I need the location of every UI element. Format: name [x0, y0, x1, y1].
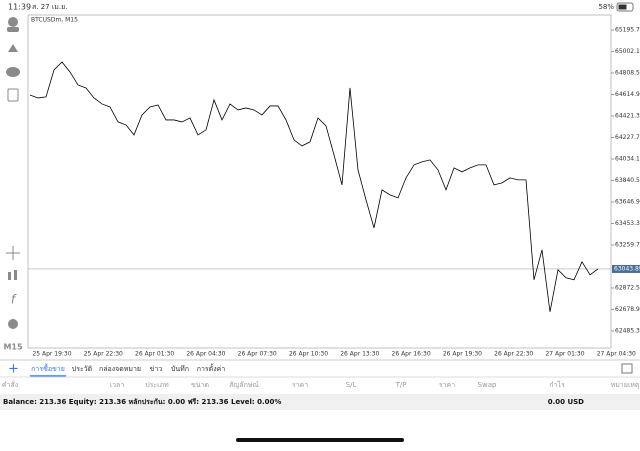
y-tick-label: 63646.90	[615, 198, 640, 205]
current-price-box	[612, 264, 640, 273]
price-line	[29, 61, 599, 312]
chat-icon[interactable]	[6, 67, 20, 77]
crosshair-icon[interactable]	[6, 246, 20, 260]
y-tick-label: 62485.30	[615, 327, 640, 334]
battery-icon	[616, 2, 634, 12]
objects-icon[interactable]	[8, 319, 18, 329]
trade-icon[interactable]	[8, 44, 18, 52]
tab[interactable]: การตั้งค่า	[197, 362, 226, 373]
column-header: ประเภท	[145, 381, 169, 389]
column-header: คำสั่ง	[2, 380, 18, 389]
summary-row	[0, 394, 640, 410]
column-header: S/L	[346, 381, 357, 389]
add-button[interactable]: +	[8, 362, 19, 377]
y-tick-label: 64227.70	[615, 134, 640, 141]
indicator-icon-bar	[14, 270, 17, 280]
x-tick-label: 26 Apr 07:30	[238, 351, 277, 358]
x-tick-label: 26 Apr 13:30	[340, 351, 379, 358]
tab[interactable]: กล่องจดหมาย	[99, 365, 141, 373]
tab[interactable]: ข่าว	[150, 365, 163, 373]
x-tick-label: 25 Apr 19:30	[32, 351, 71, 358]
summary-profit: 0.00 USD	[548, 398, 584, 406]
x-tick-label: 25 Apr 22:30	[84, 351, 123, 358]
summary-text: Balance: 213.36 Equity: 213.36 หลักประกั…	[3, 398, 281, 406]
new-order-icon[interactable]	[7, 88, 19, 102]
tab[interactable]: การซื้อขาย	[31, 362, 65, 373]
column-header: ราคา	[292, 381, 308, 389]
y-tick-label: 63259.70	[615, 241, 640, 248]
x-tick-label: 26 Apr 16:30	[392, 351, 431, 358]
y-tick-label: 65002.10	[615, 48, 640, 55]
panel-toggle[interactable]	[621, 363, 633, 374]
column-header: เวลา	[110, 381, 125, 389]
x-tick-label: 27 Apr 04:30	[597, 351, 636, 358]
x-tick-label: 26 Apr 01:30	[135, 351, 174, 358]
timeframe-button[interactable]: M15	[3, 343, 23, 352]
x-tick-label: 27 Apr 01:30	[545, 351, 584, 358]
account-icon[interactable]	[8, 17, 18, 27]
column-header: สัญลักษณ์	[229, 381, 259, 389]
status-battery: 58%	[598, 3, 614, 11]
column-header: Swap	[478, 381, 497, 389]
y-tick-label: 64808.50	[615, 70, 640, 77]
symbol-label: BTCUSDm, M15	[31, 17, 78, 24]
y-tick-label: 64614.90	[615, 91, 640, 98]
toolbar: f	[6, 17, 20, 329]
y-tick-label: 64421.30	[615, 113, 640, 120]
status-time: 11:39	[8, 3, 31, 12]
tab[interactable]: บันทึก	[171, 364, 189, 373]
column-header: ขนาด	[191, 381, 209, 389]
plot: 65195.70 65002.10 64808.50 64614.90 64421.30…	[28, 27, 640, 358]
y-tick-label: 63840.50	[615, 177, 640, 184]
indicator-icon[interactable]	[8, 272, 11, 280]
x-tick-label: 26 Apr 10:30	[289, 351, 328, 358]
tabs: การซื้อขาย ประวัติ กล่องจดหมาย ข่าว บันทึก กา…	[30, 362, 226, 377]
y-tick-label: 62678.90	[615, 306, 640, 313]
home-indicator	[236, 438, 404, 442]
column-headers: คำสั่ง เวลา ประเภท ขนาด สัญลักษณ์ ราคา S/L T/P ร…	[2, 380, 640, 389]
x-tick-label: 26 Apr 22:30	[494, 351, 533, 358]
column-header: หมายเหตุ	[611, 381, 640, 389]
tab[interactable]: ประวัติ	[72, 365, 93, 373]
status-date: ส. 27 เม.ย.	[32, 3, 67, 11]
y-tick-label: 62872.50	[615, 284, 640, 291]
y-tick-label: 63453.30	[615, 220, 640, 227]
current-price-label: 63043.89	[614, 265, 640, 272]
y-tick-label: 65195.70	[615, 27, 640, 34]
column-header: T/P	[395, 381, 407, 389]
column-header: ราคา	[439, 381, 455, 389]
x-tick-label: 26 Apr 19:30	[443, 351, 482, 358]
x-tick-label: 26 Apr 04:30	[186, 351, 225, 358]
y-tick-label: 64034.10	[615, 156, 640, 163]
function-icon[interactable]: f	[11, 293, 17, 307]
battery-level	[618, 4, 627, 10]
account-icon-body	[7, 27, 19, 32]
column-header: กำไร	[549, 380, 565, 389]
chart-frame	[27, 14, 612, 349]
